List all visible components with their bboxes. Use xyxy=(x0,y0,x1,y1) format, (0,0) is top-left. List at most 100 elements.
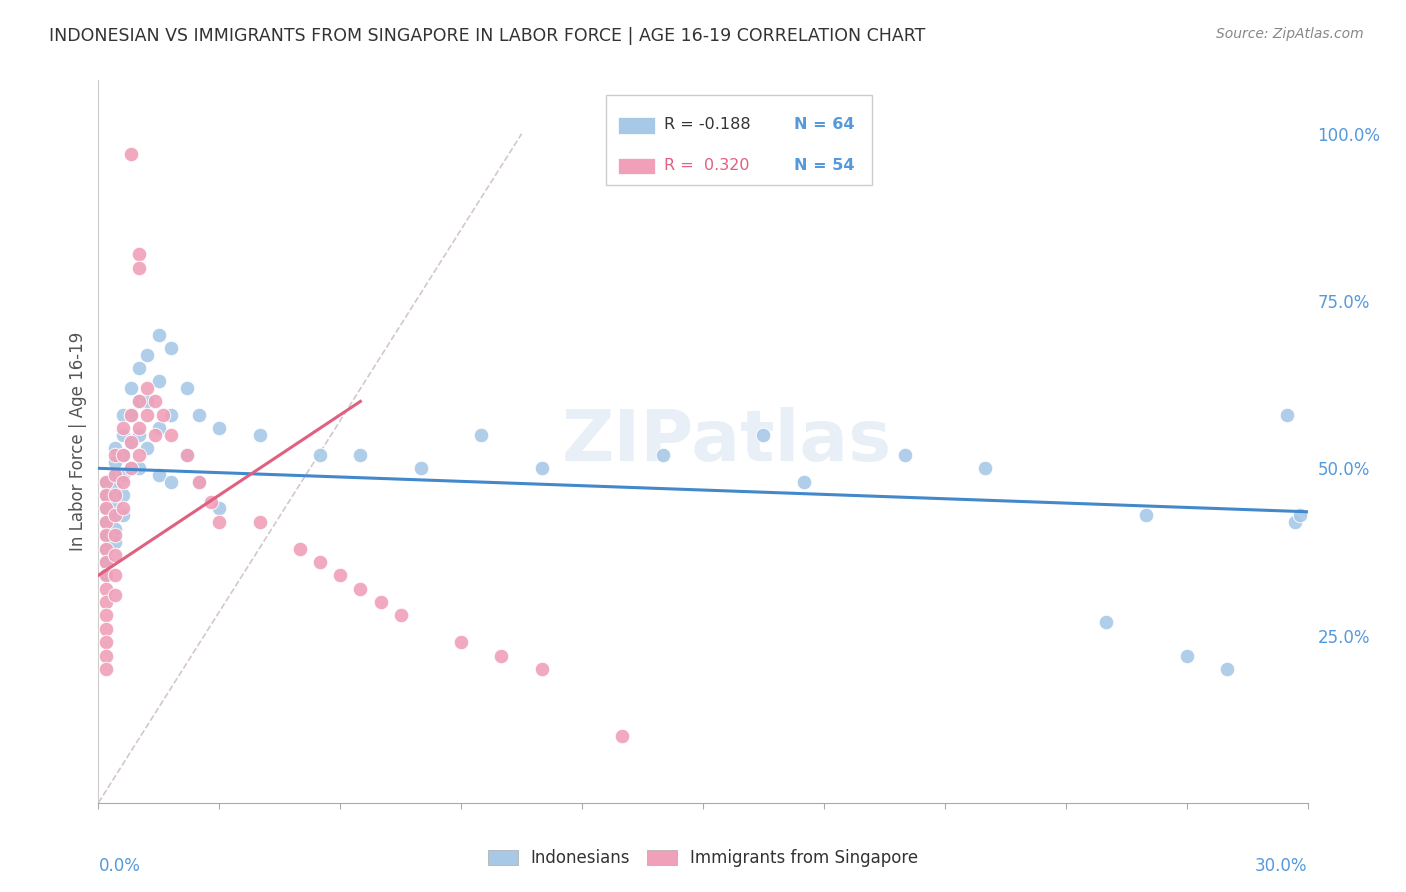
Point xyxy=(148,421,170,435)
Point xyxy=(120,408,142,422)
Point xyxy=(128,448,150,462)
Point xyxy=(135,394,157,409)
Point xyxy=(96,528,118,542)
Point xyxy=(1095,615,1118,630)
Point xyxy=(530,662,553,676)
Point xyxy=(96,648,118,663)
Text: N = 64: N = 64 xyxy=(793,117,855,132)
Point xyxy=(288,541,311,556)
Point xyxy=(176,448,198,462)
Point xyxy=(974,461,997,475)
Legend: Indonesians, Immigrants from Singapore: Indonesians, Immigrants from Singapore xyxy=(481,843,925,874)
Point xyxy=(96,488,118,502)
Point xyxy=(96,501,118,516)
Point xyxy=(160,475,183,489)
Point xyxy=(370,595,392,609)
Point xyxy=(111,475,134,489)
Point xyxy=(103,568,125,582)
Text: Source: ZipAtlas.com: Source: ZipAtlas.com xyxy=(1216,27,1364,41)
Point xyxy=(96,528,118,542)
Point xyxy=(160,427,183,442)
Point xyxy=(96,595,118,609)
Point xyxy=(111,467,134,482)
Text: R = -0.188: R = -0.188 xyxy=(664,117,751,132)
Point xyxy=(96,622,118,636)
Point xyxy=(160,408,183,422)
Point xyxy=(530,461,553,475)
Point xyxy=(128,394,150,409)
Point xyxy=(96,501,118,516)
Point xyxy=(103,508,125,523)
Point xyxy=(103,488,125,502)
Point xyxy=(450,635,472,649)
Point xyxy=(120,461,142,475)
Point xyxy=(135,408,157,422)
Point xyxy=(103,442,125,455)
Point xyxy=(752,427,775,442)
Point xyxy=(120,434,142,449)
Point xyxy=(128,361,150,376)
Point xyxy=(148,467,170,482)
Point xyxy=(651,448,673,462)
Point xyxy=(103,534,125,549)
Text: INDONESIAN VS IMMIGRANTS FROM SINGAPORE IN LABOR FORCE | AGE 16-19 CORRELATION C: INDONESIAN VS IMMIGRANTS FROM SINGAPORE … xyxy=(49,27,925,45)
Point xyxy=(96,635,118,649)
Point xyxy=(96,555,118,569)
Point xyxy=(135,442,157,455)
Point xyxy=(160,341,183,355)
Point xyxy=(309,555,332,569)
Text: 30.0%: 30.0% xyxy=(1256,857,1308,875)
Point xyxy=(96,568,118,582)
Point xyxy=(96,608,118,623)
Point xyxy=(111,427,134,442)
Bar xyxy=(619,158,655,174)
Point xyxy=(96,488,118,502)
Y-axis label: In Labor Force | Age 16-19: In Labor Force | Age 16-19 xyxy=(69,332,87,551)
Point xyxy=(612,729,634,743)
Point xyxy=(249,427,271,442)
Point xyxy=(176,448,198,462)
Point xyxy=(1284,515,1306,529)
Point xyxy=(491,648,513,663)
Point xyxy=(103,589,125,603)
Point xyxy=(120,408,142,422)
Point xyxy=(128,247,150,261)
Point xyxy=(128,260,150,275)
Point xyxy=(96,541,118,556)
Point xyxy=(893,448,915,462)
Point xyxy=(128,421,150,435)
Point xyxy=(111,421,134,435)
Point xyxy=(111,448,134,462)
Point xyxy=(135,348,157,362)
Point xyxy=(148,327,170,342)
Point xyxy=(96,515,118,529)
Point xyxy=(111,488,134,502)
Point xyxy=(103,521,125,535)
Point xyxy=(120,461,142,475)
Point xyxy=(188,475,211,489)
Point xyxy=(120,147,142,161)
Text: N = 54: N = 54 xyxy=(793,158,855,173)
Point xyxy=(103,528,125,542)
FancyBboxPatch shape xyxy=(606,95,872,185)
Point xyxy=(188,408,211,422)
Point xyxy=(1277,408,1299,422)
Text: ZIPatlas: ZIPatlas xyxy=(562,407,893,476)
Point xyxy=(143,427,166,442)
Point xyxy=(103,467,125,482)
Text: R =  0.320: R = 0.320 xyxy=(664,158,749,173)
Point xyxy=(188,475,211,489)
Point xyxy=(409,461,432,475)
Point xyxy=(1216,662,1239,676)
Point xyxy=(128,394,150,409)
Bar xyxy=(619,118,655,134)
Point xyxy=(103,467,125,482)
Point xyxy=(120,381,142,395)
Point xyxy=(111,408,134,422)
Point xyxy=(128,427,150,442)
Point xyxy=(96,475,118,489)
Point xyxy=(96,582,118,596)
Point xyxy=(200,494,222,508)
Point xyxy=(152,408,174,422)
Point xyxy=(208,515,231,529)
